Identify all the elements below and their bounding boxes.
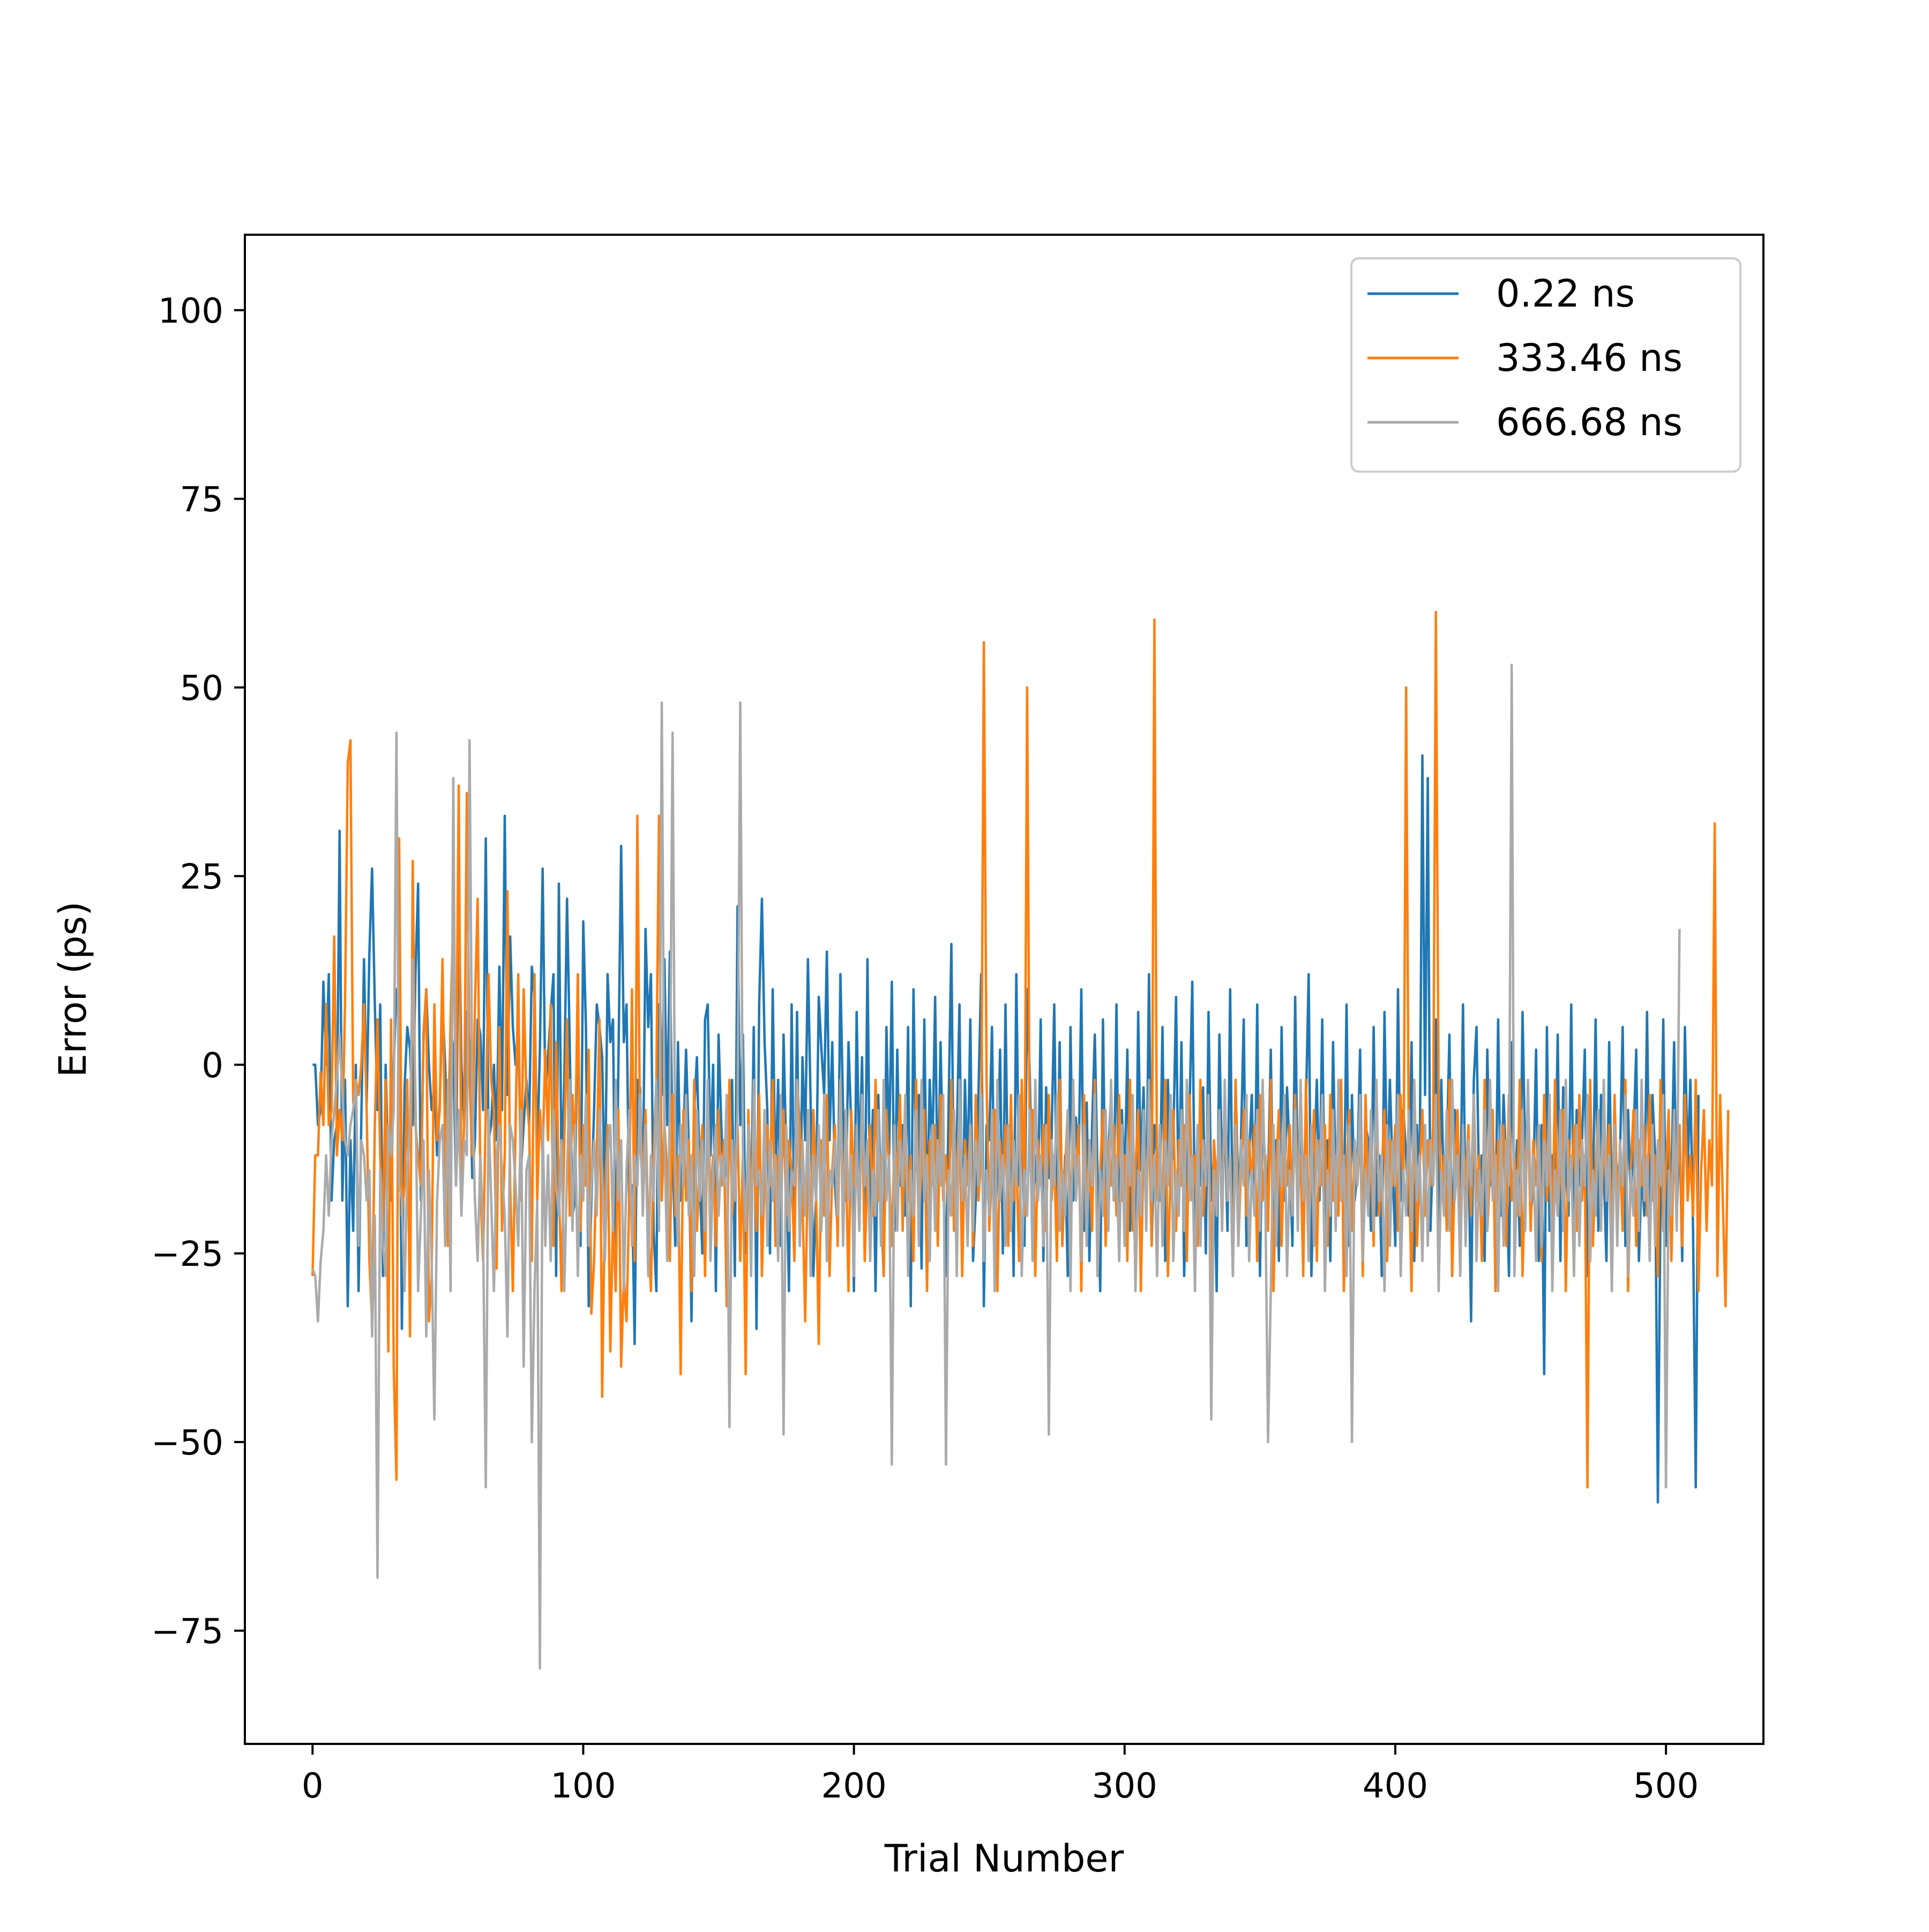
x-tick-label: 400	[1363, 1766, 1428, 1806]
x-axis-label: Trial Number	[884, 1837, 1124, 1881]
legend-label-2: 666.68 ns	[1496, 400, 1683, 444]
legend-label-1: 333.46 ns	[1496, 336, 1683, 380]
x-tick-label: 500	[1633, 1766, 1699, 1806]
y-axis-label: Error (ps)	[51, 901, 95, 1077]
series-layer	[311, 610, 1730, 1670]
x-axis-ticks: 0 100 200 300 400 500	[302, 1744, 1699, 1806]
legend-entries: 0.22 ns 333.46 ns 666.68 ns	[1367, 272, 1683, 444]
y-tick-label: 50	[180, 669, 223, 708]
y-tick-label: 100	[158, 292, 223, 331]
series-line-2	[311, 663, 1681, 1670]
legend: 0.22 ns 333.46 ns 666.68 ns	[1350, 257, 1741, 473]
y-tick-label: −50	[151, 1423, 223, 1463]
legend-label-0: 0.22 ns	[1496, 272, 1635, 316]
x-tick-label: 300	[1092, 1766, 1157, 1806]
x-tick-label: 100	[550, 1766, 616, 1806]
y-tick-label: 25	[180, 857, 223, 897]
y-tick-label: 0	[201, 1046, 223, 1086]
y-axis-ticks: −75 −50 −25 0 25 50 75 100	[151, 292, 245, 1652]
legend-box	[1350, 257, 1741, 473]
y-tick-label: −75	[151, 1612, 223, 1652]
y-tick-label: 75	[180, 480, 223, 520]
x-tick-label: 0	[302, 1766, 324, 1806]
plot-frame	[244, 234, 1764, 1745]
x-tick-label: 200	[821, 1766, 887, 1806]
y-tick-label: −25	[151, 1235, 223, 1274]
